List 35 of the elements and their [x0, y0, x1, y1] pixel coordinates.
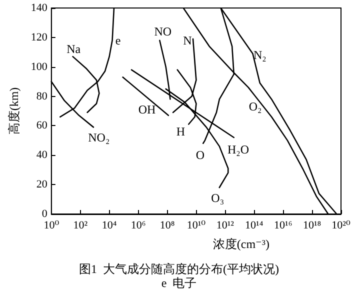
- x-tick-label: 10²⁰: [332, 220, 351, 232]
- annotation: O₃: [211, 190, 224, 205]
- x-tick-label: 10¹⁸: [302, 220, 322, 232]
- y-tick-label: 80: [36, 90, 48, 102]
- annotation: H: [176, 124, 186, 139]
- annotation: O₂: [248, 100, 262, 114]
- x-tick-label: 10⁰: [44, 220, 60, 232]
- x-tick-label: 10⁶: [130, 220, 146, 232]
- x-axis-title: 浓度(cm⁻³): [212, 237, 270, 251]
- annotation: H₂O: [227, 142, 250, 156]
- y-tick-label: 100: [30, 60, 48, 73]
- text: 图1 大气成分随高度的分布(平均状况): [79, 262, 279, 276]
- y-tick-label: 140: [30, 2, 48, 14]
- annotation: Na: [66, 42, 82, 56]
- annotation: e: [115, 33, 121, 48]
- x-tick-label: 10¹²: [216, 220, 235, 232]
- annotation: N: [183, 33, 192, 48]
- annotation: N₂: [253, 48, 266, 62]
- y-tick-label: 120: [30, 31, 48, 44]
- y-tick-label: 40: [36, 149, 48, 162]
- x-tick-label: 10¹⁴: [245, 220, 264, 232]
- annotation: OH: [138, 102, 156, 117]
- x-tick-label: 10²: [73, 220, 88, 232]
- x-tick-label: 10¹⁰: [186, 220, 206, 232]
- annotation: NO₂: [88, 130, 110, 144]
- text: e 电子: [161, 276, 197, 290]
- annotation: NO: [154, 24, 172, 39]
- y-tick-label: 20: [36, 178, 48, 191]
- y-axis-title: 高度(km): [7, 87, 21, 135]
- y-tick-label: 0: [42, 208, 48, 220]
- x-tick-label: 10¹⁶: [274, 220, 292, 232]
- x-tick-label: 10⁸: [160, 220, 175, 232]
- y-tick-label: 60: [36, 120, 48, 132]
- annotation: O: [196, 148, 205, 162]
- x-tick-label: 10⁴: [102, 220, 117, 232]
